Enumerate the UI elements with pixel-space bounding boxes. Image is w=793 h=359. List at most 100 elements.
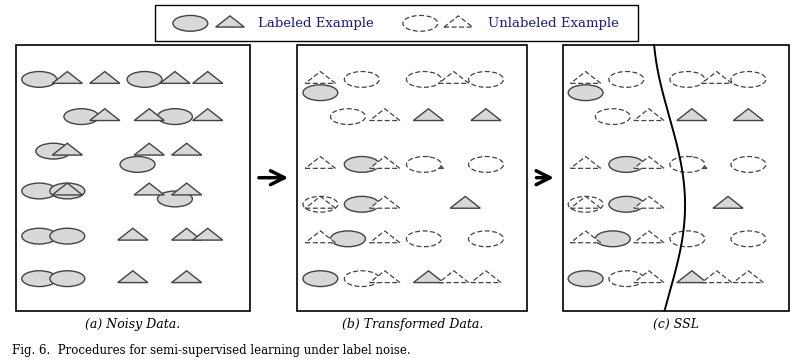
Polygon shape [90, 109, 120, 121]
Circle shape [596, 231, 630, 247]
Polygon shape [370, 109, 400, 121]
Circle shape [22, 183, 57, 199]
Polygon shape [370, 271, 400, 283]
Polygon shape [305, 157, 335, 168]
Polygon shape [193, 109, 223, 121]
Polygon shape [370, 231, 400, 243]
Circle shape [22, 228, 57, 244]
Polygon shape [471, 271, 501, 283]
Polygon shape [134, 183, 164, 195]
Circle shape [407, 71, 441, 87]
Circle shape [127, 71, 162, 87]
Polygon shape [413, 109, 443, 121]
Bar [297, 45, 527, 311]
Circle shape [670, 71, 705, 87]
Polygon shape [52, 143, 82, 155]
Polygon shape [570, 71, 601, 83]
Polygon shape [171, 271, 201, 283]
Polygon shape [570, 157, 601, 168]
Polygon shape [676, 109, 707, 121]
Polygon shape [370, 157, 400, 168]
Polygon shape [193, 71, 223, 83]
Polygon shape [734, 271, 764, 283]
Circle shape [158, 191, 193, 207]
Circle shape [331, 109, 366, 125]
Circle shape [22, 271, 57, 286]
Circle shape [731, 157, 766, 172]
Polygon shape [305, 71, 335, 83]
Circle shape [344, 271, 379, 286]
Circle shape [344, 157, 379, 172]
Polygon shape [734, 109, 764, 121]
Text: Fig. 6.  Procedures for semi-supervised learning under label noise.: Fig. 6. Procedures for semi-supervised l… [12, 344, 411, 356]
Circle shape [50, 183, 85, 199]
Polygon shape [171, 228, 201, 240]
Polygon shape [471, 109, 501, 121]
Polygon shape [305, 196, 335, 208]
Circle shape [596, 109, 630, 125]
Polygon shape [216, 16, 244, 27]
Polygon shape [52, 71, 82, 83]
Polygon shape [676, 271, 707, 283]
Text: (a) Noisy Data.: (a) Noisy Data. [85, 318, 181, 331]
Polygon shape [702, 71, 732, 83]
Circle shape [331, 231, 366, 247]
Circle shape [670, 157, 705, 172]
Circle shape [568, 271, 603, 286]
Polygon shape [117, 271, 147, 283]
Polygon shape [634, 196, 664, 208]
Polygon shape [634, 157, 664, 168]
Text: (b) Transformed Data.: (b) Transformed Data. [342, 318, 483, 331]
Circle shape [173, 15, 208, 31]
Circle shape [22, 71, 57, 87]
Polygon shape [634, 271, 664, 283]
Circle shape [609, 71, 644, 87]
Polygon shape [634, 231, 664, 243]
Circle shape [64, 109, 99, 125]
Circle shape [609, 271, 644, 286]
Text: Labeled Example: Labeled Example [258, 17, 374, 30]
Polygon shape [570, 231, 601, 243]
Polygon shape [444, 16, 473, 27]
Circle shape [568, 196, 603, 212]
Circle shape [469, 157, 504, 172]
Polygon shape [634, 109, 664, 121]
Circle shape [403, 15, 438, 31]
Circle shape [36, 143, 71, 159]
Circle shape [670, 231, 705, 247]
Circle shape [303, 271, 338, 286]
Polygon shape [570, 196, 601, 208]
Polygon shape [413, 157, 443, 168]
Polygon shape [90, 71, 120, 83]
Polygon shape [160, 71, 190, 83]
Polygon shape [702, 271, 732, 283]
Circle shape [303, 85, 338, 101]
Bar [16, 45, 250, 311]
Circle shape [609, 157, 644, 172]
Circle shape [731, 71, 766, 87]
Text: (c) SSL: (c) SSL [653, 318, 699, 331]
Circle shape [344, 71, 379, 87]
Circle shape [344, 196, 379, 212]
Circle shape [50, 228, 85, 244]
Polygon shape [117, 228, 147, 240]
Polygon shape [171, 143, 201, 155]
Polygon shape [52, 183, 82, 195]
Polygon shape [439, 71, 469, 83]
Polygon shape [134, 109, 164, 121]
Circle shape [568, 85, 603, 101]
Polygon shape [413, 271, 443, 283]
Circle shape [120, 157, 155, 172]
FancyBboxPatch shape [155, 5, 638, 41]
Polygon shape [193, 228, 223, 240]
Circle shape [407, 157, 441, 172]
Polygon shape [305, 231, 335, 243]
Circle shape [303, 196, 338, 212]
Circle shape [469, 71, 504, 87]
Bar [563, 45, 789, 311]
Polygon shape [134, 143, 164, 155]
Circle shape [50, 271, 85, 286]
Polygon shape [171, 183, 201, 195]
Circle shape [609, 196, 644, 212]
Circle shape [158, 109, 193, 125]
